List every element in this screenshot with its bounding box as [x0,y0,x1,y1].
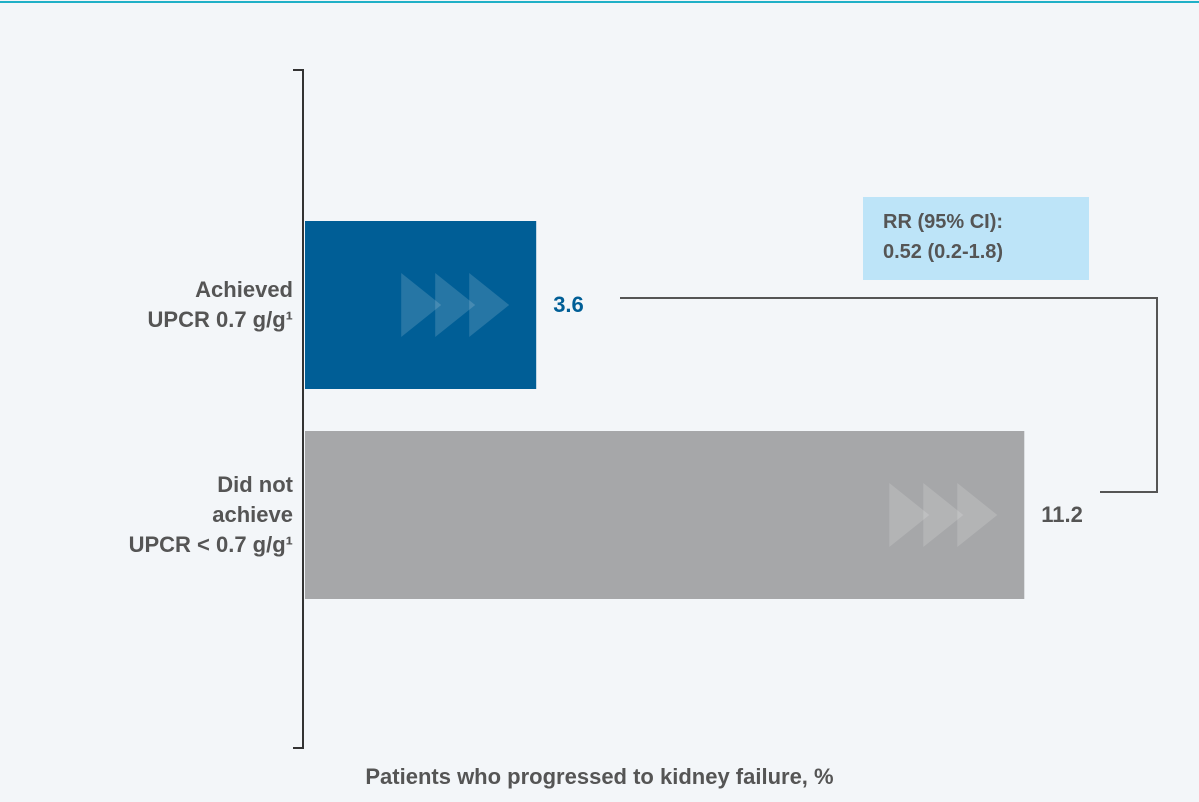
value-label: 11.2 [1041,502,1083,527]
chevron [923,483,964,547]
annotation: RR (95% CI): 0.52 (0.2-1.8) [863,197,1089,280]
category-label: Did not achieve UPCR < 0.7 g/g¹ [128,472,293,557]
chevron [957,483,998,547]
chevron [469,273,510,337]
chevron [401,273,442,337]
chevron [435,273,476,337]
category-label: Achieved UPCR 0.7 g/g¹ [147,277,293,332]
connector [620,297,1158,493]
x-axis-label: Patients who progressed to kidney failur… [365,764,834,789]
value-label: 3.6 [553,292,584,317]
bar [305,431,1025,599]
axis-bracket [293,69,304,749]
chevron [889,483,930,547]
bar [305,221,537,389]
